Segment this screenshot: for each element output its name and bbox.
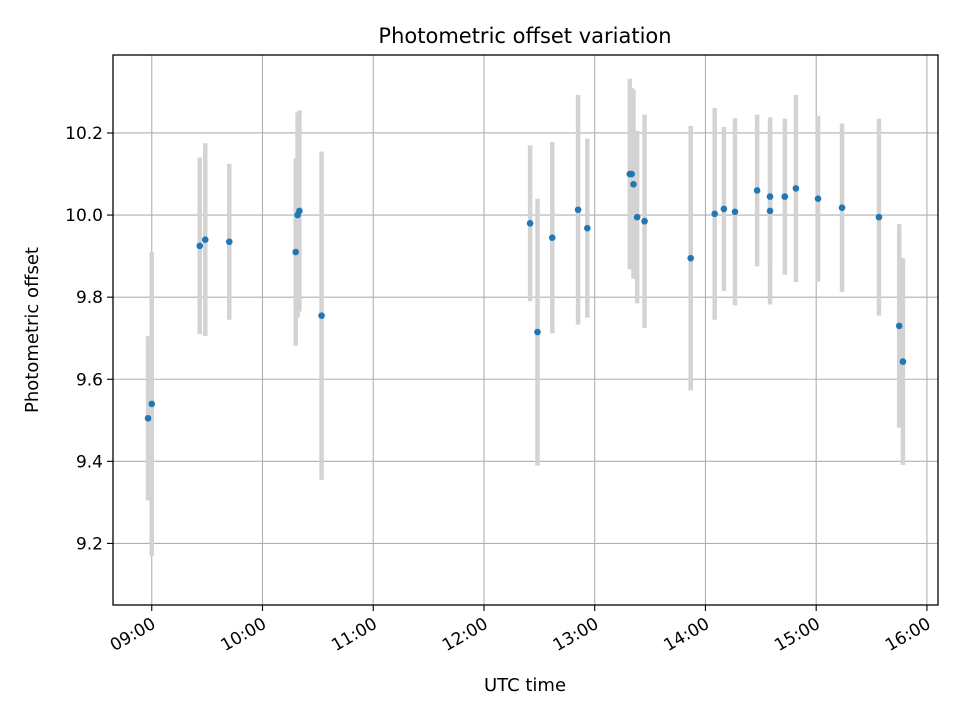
data-point [687, 254, 694, 262]
data-point [526, 219, 534, 227]
data-point [781, 193, 789, 200]
data-point [720, 205, 728, 213]
y-axis-ticks: 9.2 9.4 9.6 9.8 10.0 10.2 [65, 124, 113, 554]
y-tick-label: 10.2 [65, 124, 103, 144]
grid-lines [113, 55, 938, 605]
data-point [144, 414, 152, 422]
data-point [875, 213, 883, 221]
data-point [838, 204, 846, 211]
data-point [628, 170, 635, 178]
data-point [641, 217, 648, 225]
chart-title: Photometric offset variation [378, 24, 671, 48]
data-point [584, 224, 591, 232]
y-axis-label: Photometric offset [22, 247, 43, 413]
plot-frame [112, 54, 939, 606]
y-tick-label: 9.8 [76, 288, 103, 308]
data-point [633, 213, 641, 221]
data-point [731, 208, 739, 216]
data-point [766, 193, 774, 200]
data-point [318, 312, 325, 319]
y-tick-label: 9.4 [76, 452, 103, 472]
data-point [225, 238, 233, 246]
data-point [630, 180, 637, 188]
data-point [814, 195, 822, 202]
data-point [792, 185, 800, 192]
data-points [144, 170, 907, 422]
data-point [711, 210, 718, 218]
data-point [196, 242, 204, 250]
y-tick-label: 10.0 [65, 206, 103, 226]
data-point [574, 206, 582, 214]
data-point [148, 400, 156, 408]
data-point [296, 207, 303, 215]
data-point [753, 187, 761, 194]
x-axis-label: UTC time [484, 675, 566, 696]
data-point [201, 236, 209, 244]
y-tick-label: 9.2 [76, 534, 103, 554]
data-point [766, 207, 774, 215]
data-point [899, 358, 907, 365]
data-point [895, 322, 903, 330]
data-point [548, 234, 556, 241]
data-point [292, 248, 300, 256]
y-tick-label: 9.6 [76, 370, 103, 390]
data-point [534, 328, 541, 336]
